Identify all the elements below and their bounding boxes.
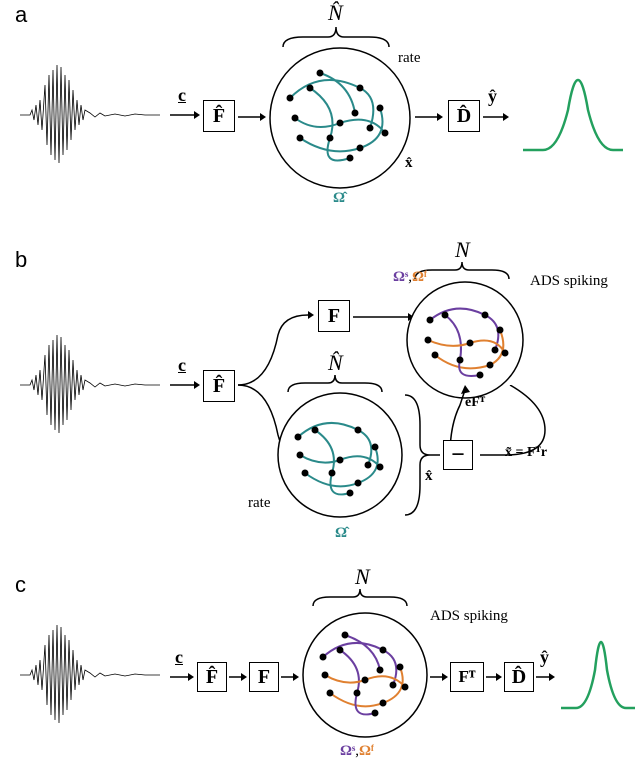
brace-right-icon <box>400 390 440 520</box>
decoder-box-label: D̂ <box>457 105 471 128</box>
box-label: F̂ <box>206 666 218 689</box>
box-label: F <box>258 666 270 689</box>
output-curve-c-icon <box>558 630 638 720</box>
input-label-c: c <box>175 647 183 668</box>
eF-label: eFᵀ <box>465 395 485 411</box>
input-label-c: c <box>178 85 186 106</box>
minus-box: − <box>443 440 473 470</box>
omega-hat-label: Ω̂ <box>333 190 345 207</box>
box-label: Fᵀ <box>459 667 476 687</box>
arrow-c-icon <box>170 375 200 395</box>
arrow-c-icon <box>170 667 195 687</box>
x-tilde-label: x̃ = Fᵀr <box>505 445 547 461</box>
arrow-icon <box>229 667 247 687</box>
ads-spiking-label: ADS spiking <box>530 273 608 290</box>
arrow-icon <box>486 667 502 687</box>
encoder-box-label: F̂ <box>213 105 225 128</box>
spike-waveform-icon <box>15 615 165 735</box>
box-f-transpose: Fᵀ <box>450 662 484 692</box>
box-d-hat: D̂ <box>504 662 534 692</box>
input-label-c: c <box>178 355 186 376</box>
panel-a-label: a <box>15 2 27 28</box>
output-label-y-c: ŷ <box>540 647 549 668</box>
output-curve-icon <box>518 65 628 165</box>
rate-label: rate <box>398 50 420 67</box>
arrow-icon <box>415 107 445 127</box>
encoder-box-f-hat: F̂ <box>203 370 235 402</box>
panel-b: b c F̂ F <box>0 245 640 545</box>
arrow-c-icon <box>170 105 200 125</box>
box-label: F̂ <box>213 375 225 398</box>
figure: a c F̂ N̂ <box>0 0 640 783</box>
panel-b-label: b <box>15 247 27 273</box>
omega-f: Ωᶠ <box>359 743 374 759</box>
panel-c: c c F̂ F N <box>0 570 640 783</box>
box-f-hat: F̂ <box>197 662 227 692</box>
box-f: F <box>249 662 279 692</box>
spike-waveform-icon <box>15 55 165 175</box>
arrow-y-icon <box>536 667 556 687</box>
rate-network-icon <box>260 38 420 198</box>
x-hat-label: x̂ <box>405 155 413 172</box>
panel-a: a c F̂ N̂ <box>0 0 640 230</box>
arrow-icon <box>430 667 448 687</box>
omega-hat-label-b: Ω̂ <box>335 525 347 542</box>
decoder-box-d-hat: D̂ <box>448 100 480 132</box>
ads-spiking-label-c: ADS spiking <box>430 608 508 625</box>
n-hat-label: N̂ <box>328 0 343 26</box>
omega-s: Ωˢ <box>340 743 355 759</box>
panel-c-label: c <box>15 572 26 598</box>
encoder-box-f-hat: F̂ <box>203 100 235 132</box>
rate-network-b-icon <box>270 385 410 525</box>
x-hat-label-b: x̂ <box>425 468 433 485</box>
omega-s-f-label-c: Ωˢ,Ωᶠ <box>340 743 374 760</box>
encoder-box-f: F <box>318 300 350 332</box>
output-label-y: ŷ <box>488 86 497 107</box>
minus-box-label: − <box>451 442 465 469</box>
rate-label-b: rate <box>248 495 270 512</box>
n-hat-label-b: N̂ <box>328 350 343 376</box>
x-tilde: x̃ = Fᵀr <box>505 445 547 460</box>
arrow-y-icon <box>483 107 511 127</box>
box-label: F <box>328 305 340 328</box>
box-label: D̂ <box>512 666 526 689</box>
ads-network-c-icon <box>295 605 435 745</box>
spike-waveform-icon <box>15 325 165 445</box>
